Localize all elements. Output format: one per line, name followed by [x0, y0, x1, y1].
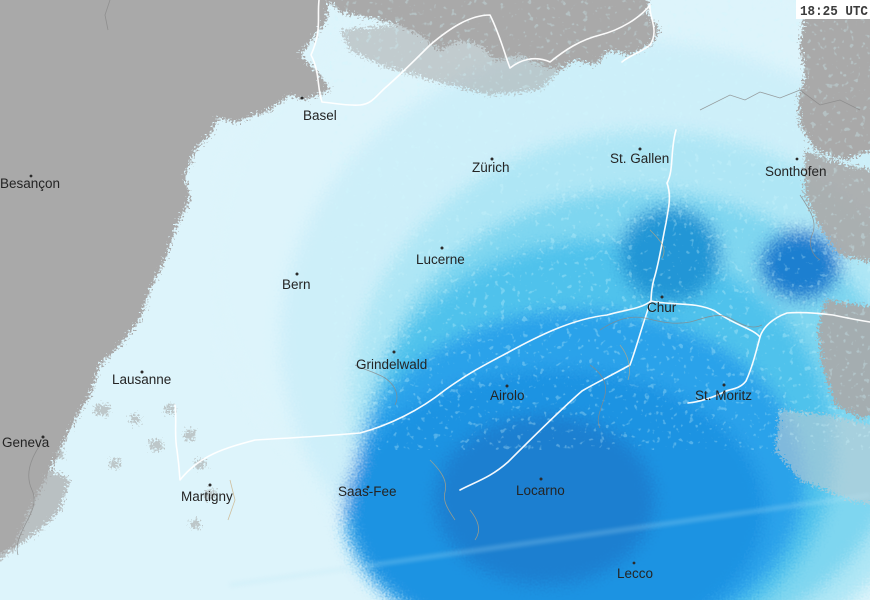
svg-text:Saas-Fee: Saas-Fee — [338, 484, 397, 499]
svg-text:18:25 UTC: 18:25 UTC — [800, 4, 869, 20]
svg-text:Locarno: Locarno — [516, 483, 565, 498]
svg-text:Besançon: Besançon — [0, 176, 60, 191]
svg-text:Sonthofen: Sonthofen — [765, 164, 827, 179]
svg-text:Geneva: Geneva — [2, 435, 50, 450]
svg-text:Lausanne: Lausanne — [112, 372, 171, 387]
svg-text:St. Moritz: St. Moritz — [695, 388, 752, 403]
svg-text:Chur: Chur — [647, 300, 677, 315]
svg-text:Grindelwald: Grindelwald — [356, 357, 427, 372]
svg-text:St. Gallen: St. Gallen — [610, 151, 669, 166]
svg-text:Airolo: Airolo — [490, 388, 525, 403]
svg-text:Martigny: Martigny — [181, 489, 233, 504]
svg-text:Basel: Basel — [303, 108, 337, 123]
svg-text:Lecco: Lecco — [617, 566, 653, 581]
svg-text:Lucerne: Lucerne — [416, 252, 465, 267]
svg-text:Zürich: Zürich — [472, 160, 510, 175]
svg-text:Bern: Bern — [282, 277, 311, 292]
